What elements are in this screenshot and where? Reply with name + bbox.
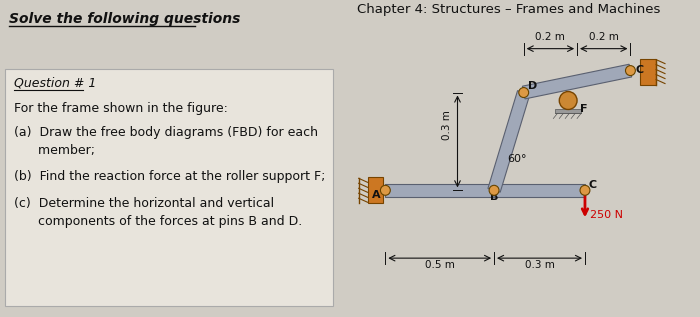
Text: (b)  Find the reaction force at the roller support F;: (b) Find the reaction force at the rolle… — [14, 170, 326, 183]
Polygon shape — [522, 64, 631, 99]
Text: Solve the following questions: Solve the following questions — [9, 12, 240, 26]
Text: Chapter 4: Structures – Frames and Machines: Chapter 4: Structures – Frames and Machi… — [357, 3, 661, 16]
Text: 0.3 m: 0.3 m — [524, 260, 554, 270]
Text: (c)  Determine the horizontal and vertical: (c) Determine the horizontal and vertica… — [14, 197, 274, 210]
Text: D: D — [528, 81, 537, 91]
Bar — [640, 59, 656, 85]
Text: member;: member; — [14, 144, 94, 158]
Text: Question # 1: Question # 1 — [14, 76, 96, 90]
Circle shape — [559, 92, 577, 109]
Circle shape — [489, 185, 499, 195]
Bar — [368, 177, 384, 203]
Text: F: F — [580, 105, 587, 114]
Text: C: C — [636, 65, 643, 74]
Bar — [5, 68, 333, 306]
Text: 0.2 m: 0.2 m — [536, 32, 566, 42]
Circle shape — [626, 66, 636, 75]
Circle shape — [380, 185, 391, 195]
Text: For the frame shown in the figure:: For the frame shown in the figure: — [14, 102, 228, 115]
Text: 0.2 m: 0.2 m — [589, 32, 619, 42]
Circle shape — [519, 87, 528, 98]
Circle shape — [580, 185, 590, 195]
Polygon shape — [386, 184, 585, 197]
Text: 250 N: 250 N — [590, 210, 623, 220]
Bar — [555, 108, 581, 113]
Text: 60°: 60° — [507, 154, 526, 165]
Polygon shape — [488, 91, 530, 192]
Text: (a)  Draw the free body diagrams (FBD) for each: (a) Draw the free body diagrams (FBD) fo… — [14, 126, 318, 139]
Text: B: B — [490, 192, 498, 202]
Text: components of the forces at pins B and D.: components of the forces at pins B and D… — [14, 215, 302, 228]
Text: 0.5 m: 0.5 m — [425, 260, 455, 270]
Text: A: A — [372, 190, 380, 200]
Text: C: C — [589, 180, 597, 190]
Text: 0.3 m: 0.3 m — [442, 111, 452, 140]
